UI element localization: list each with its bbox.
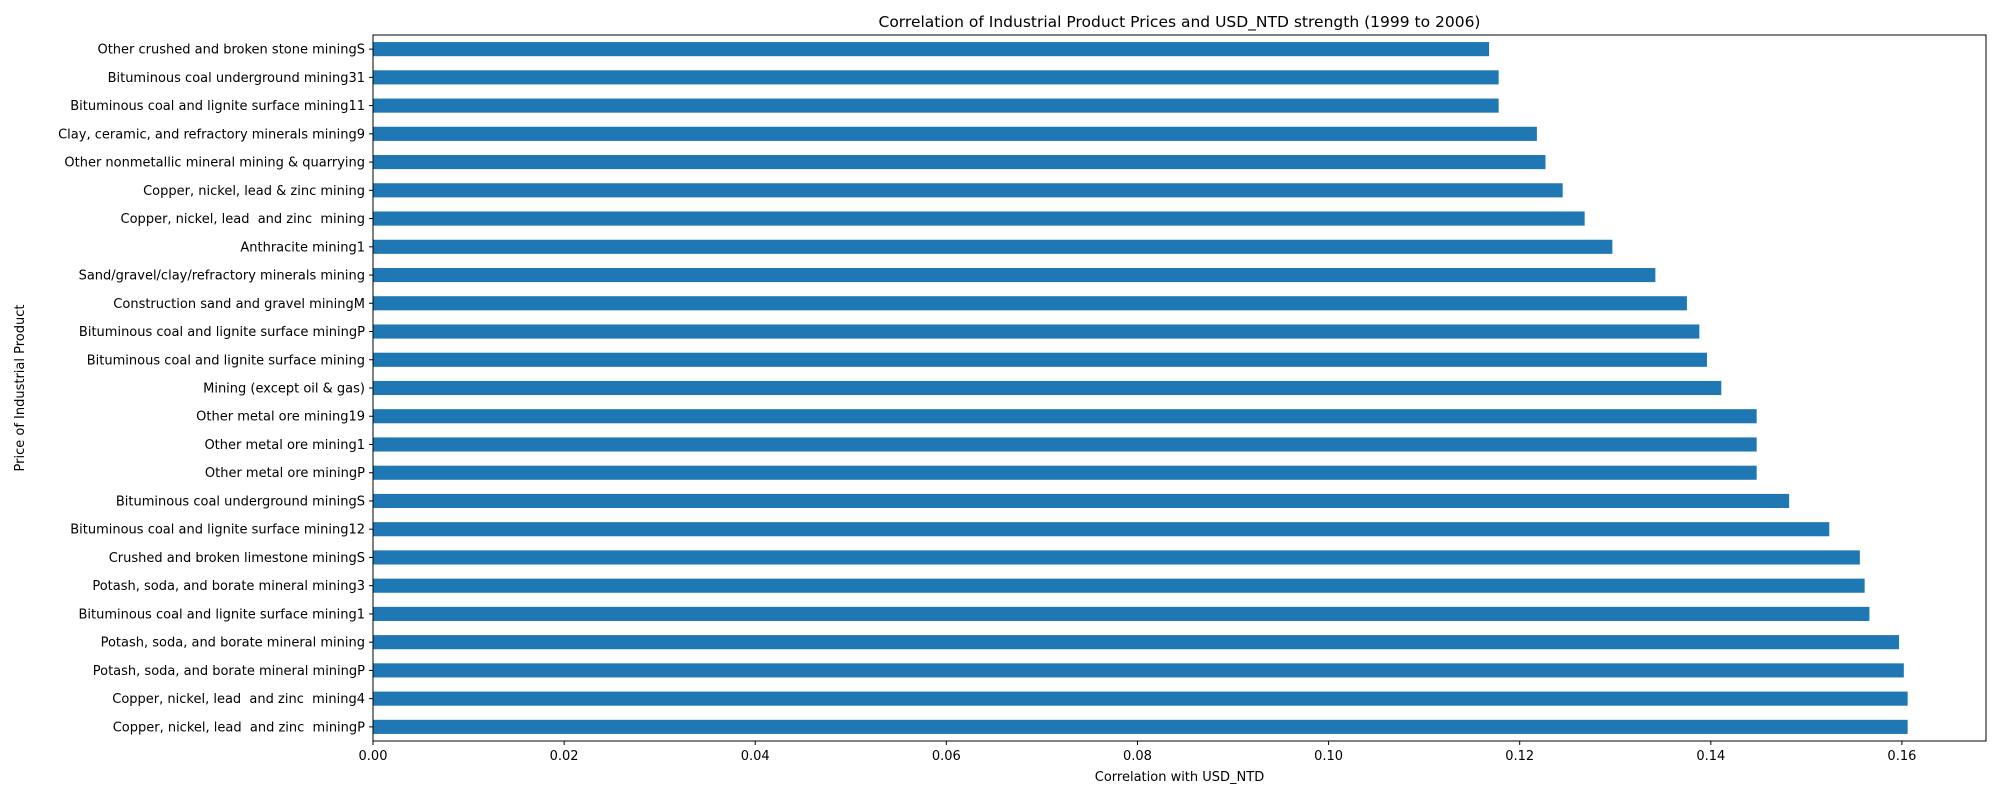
bar <box>373 578 1865 593</box>
bar <box>373 493 1790 509</box>
category-label: Other nonmetallic mineral mining & quarr… <box>64 156 365 171</box>
y-axis-label: Price of Industrial Product <box>13 305 28 472</box>
x-tick-label: 0.06 <box>932 749 961 764</box>
category-label: Copper, nickel, lead and zinc miningP <box>113 720 365 735</box>
x-tick-label: 0.02 <box>550 749 579 764</box>
chart-title: Correlation of Industrial Product Prices… <box>879 13 1481 32</box>
category-label: Copper, nickel, lead and zinc mining <box>121 212 365 227</box>
category-label: Copper, nickel, lead & zinc mining <box>143 184 365 199</box>
x-axis-label: Correlation with USD_NTD <box>1095 770 1264 785</box>
category-label: Potash, soda, and borate mineral mining3 <box>92 579 365 594</box>
bar <box>373 352 1707 367</box>
bar <box>373 70 1499 85</box>
bar <box>373 409 1757 424</box>
category-label-group: Other crushed and broken stone miningS Bi… <box>58 43 373 735</box>
bar <box>373 719 1908 734</box>
bar <box>373 606 1870 621</box>
category-label: Anthracite mining1 <box>240 240 365 255</box>
x-tick-label: 0.12 <box>1505 749 1534 764</box>
bar <box>373 98 1499 113</box>
category-label: Crushed and broken limestone miningS <box>109 551 365 566</box>
x-tick-label: 0.04 <box>741 749 770 764</box>
category-label: Potash, soda, and borate mineral miningP <box>93 664 365 679</box>
category-label: Mining (except oil & gas) <box>203 382 365 397</box>
category-label: Other metal ore miningP <box>205 466 365 481</box>
bar <box>373 691 1908 706</box>
category-label: Bituminous coal and lignite surface mini… <box>70 99 365 114</box>
bar <box>373 663 1904 678</box>
x-tick-label: 0.10 <box>1314 749 1343 764</box>
bar <box>373 267 1656 283</box>
bar-group <box>373 42 1908 734</box>
category-label: Potash, soda, and borate mineral mining <box>101 636 365 651</box>
x-tick-label: 0.00 <box>359 749 388 764</box>
category-label: Bituminous coal and lignite surface mini… <box>78 607 365 622</box>
bar <box>373 437 1757 452</box>
x-tick-label: 0.08 <box>1123 749 1152 764</box>
bar <box>373 155 1546 170</box>
category-label: Sand/gravel/clay/refractory minerals min… <box>79 269 365 284</box>
bar <box>373 380 1722 396</box>
bar <box>373 183 1563 198</box>
bar <box>373 324 1700 339</box>
category-label: Bituminous coal underground mining31 <box>108 71 365 86</box>
category-label: Bituminous coal and lignite surface mini… <box>70 523 365 538</box>
category-label: Other crushed and broken stone miningS <box>97 43 365 58</box>
bar <box>373 42 1490 57</box>
bar <box>373 239 1613 254</box>
bar <box>373 126 1537 141</box>
bar <box>373 296 1687 311</box>
category-label: Bituminous coal and lignite surface mini… <box>87 353 365 368</box>
category-label: Other metal ore mining1 <box>204 438 365 453</box>
bar <box>373 550 1860 565</box>
category-label: Construction sand and gravel miningM <box>113 297 365 312</box>
category-label: Bituminous coal underground miningS <box>116 494 365 509</box>
x-tick-group: 0.00 0.02 0.04 0.06 0.08 0.10 0.12 0.14 0.16 <box>359 741 1916 764</box>
bar <box>373 522 1830 537</box>
bar <box>373 635 1900 650</box>
bar <box>373 211 1585 226</box>
bar <box>373 465 1757 480</box>
category-label: Clay, ceramic, and refractory minerals m… <box>58 127 365 142</box>
category-label: Copper, nickel, lead and zinc mining4 <box>112 692 365 707</box>
category-label: Other metal ore mining19 <box>196 410 365 425</box>
x-tick-label: 0.14 <box>1696 749 1725 764</box>
x-tick-label: 0.16 <box>1887 749 1916 764</box>
plot-frame <box>372 34 1987 742</box>
category-label: Bituminous coal and lignite surface mini… <box>79 325 365 340</box>
